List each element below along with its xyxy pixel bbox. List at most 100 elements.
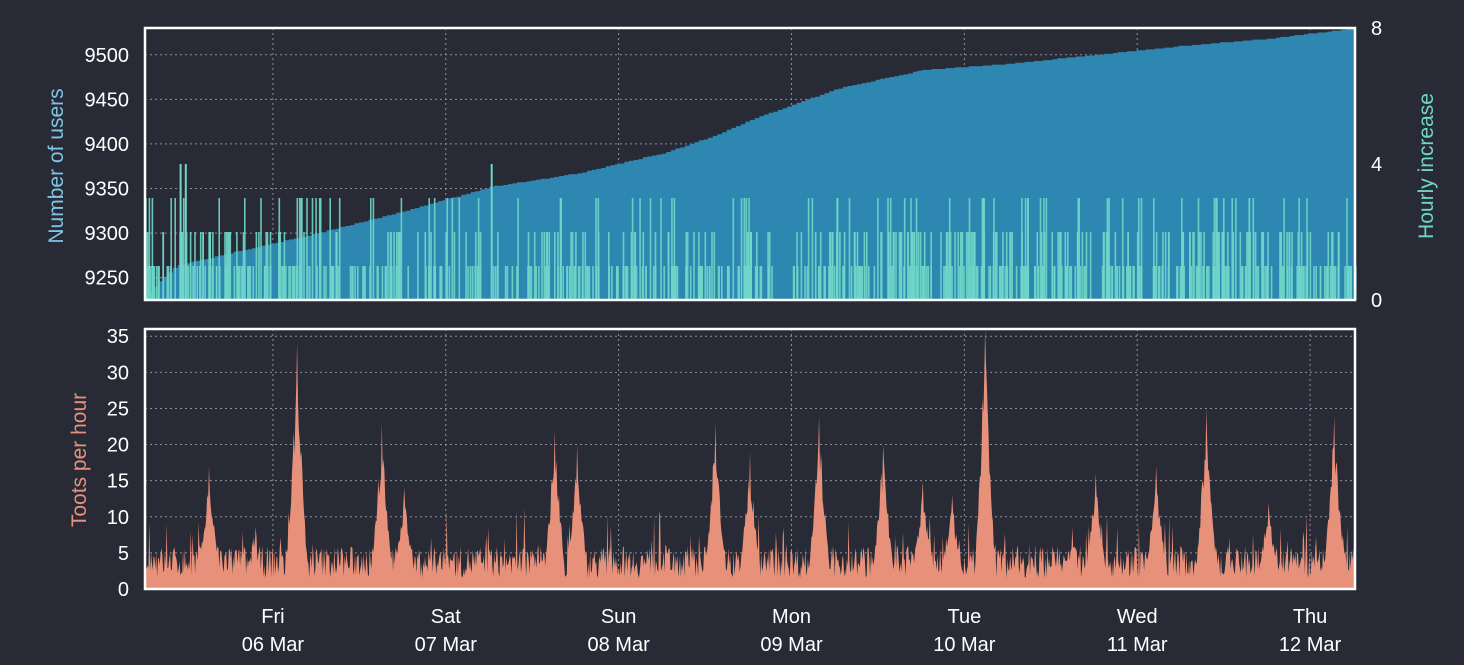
users-y-tick-label: 9350 bbox=[85, 179, 130, 201]
date-tick-date: 06 Mar bbox=[242, 634, 305, 656]
hourly-increase-bar bbox=[889, 198, 892, 300]
hourly-increase-bar bbox=[960, 232, 962, 300]
toots-y-tick-label: 15 bbox=[107, 471, 129, 493]
hourly-increase-bar bbox=[151, 198, 154, 300]
hourly-increase-bar bbox=[1138, 198, 1140, 300]
hourly-increase-bar bbox=[227, 232, 229, 300]
hourly-increase-bar bbox=[376, 266, 379, 300]
hourly-increase-bar bbox=[910, 198, 912, 300]
hourly-increase-bar bbox=[306, 266, 309, 300]
hourly-increase-bar bbox=[713, 232, 716, 300]
toots-y-tick-label: 10 bbox=[107, 507, 129, 529]
hourly-increase-bar bbox=[857, 266, 860, 300]
hourly-increase-bar bbox=[1217, 232, 1220, 300]
hourly-increase-bar bbox=[1193, 232, 1195, 300]
hourly-increase-bar bbox=[299, 266, 301, 300]
hourly-increase-bar bbox=[616, 266, 618, 300]
hourly-increase-bar bbox=[626, 266, 629, 300]
hourly-increase-bar bbox=[547, 266, 549, 300]
hourly-increase-peak bbox=[836, 198, 839, 300]
hourly-increase-bar bbox=[877, 198, 879, 300]
hourly-increase-bar bbox=[860, 266, 862, 300]
hourly-increase-bar bbox=[1262, 232, 1265, 300]
hourly-increase-bar bbox=[362, 266, 364, 300]
hourly-increase-bar bbox=[635, 266, 638, 300]
hourly-increase-bar bbox=[744, 266, 747, 300]
hourly-increase-bar bbox=[497, 232, 499, 300]
hourly-increase-bar bbox=[811, 198, 814, 300]
hourly-increase-bar bbox=[839, 232, 841, 300]
hourly-increase-bar bbox=[1070, 266, 1073, 300]
hourly-increase-bar bbox=[1288, 232, 1291, 300]
hourly-increase-bar bbox=[492, 266, 495, 300]
hourly-increase-bar bbox=[349, 266, 352, 300]
hourly-increase-bar bbox=[241, 266, 243, 300]
hourly-increase-bar bbox=[506, 266, 509, 300]
hourly-increase-bar bbox=[554, 232, 556, 300]
hourly-increase-bar bbox=[445, 232, 447, 300]
hourly-increase-bar bbox=[1257, 266, 1260, 300]
hourly-increase-peak bbox=[1182, 232, 1185, 300]
hourly-increase-bar bbox=[1325, 266, 1328, 300]
date-tick-day: Sun bbox=[601, 606, 637, 628]
hourly-increase-bar bbox=[292, 266, 295, 300]
hourly-increase-bar bbox=[212, 266, 214, 300]
hourly-increase-bar bbox=[316, 266, 318, 300]
hourly-increase-bar bbox=[728, 266, 730, 300]
hourly-increase-bar bbox=[247, 266, 249, 300]
hourly-increase-bar bbox=[676, 266, 679, 300]
toots-y-tick-label: 25 bbox=[107, 398, 129, 420]
hourly-increase-bar bbox=[1064, 232, 1067, 300]
hourly-increase-bar bbox=[167, 266, 170, 300]
date-tick-day: Wed bbox=[1117, 606, 1158, 628]
hourly-increase-bar bbox=[1212, 232, 1215, 300]
hourly-increase-bar bbox=[1261, 232, 1263, 300]
hourly-increase-bar bbox=[898, 232, 901, 300]
hourly-increase-peak bbox=[184, 164, 187, 300]
hourly-increase-bar bbox=[700, 266, 702, 300]
hourly-increase-bar bbox=[1331, 232, 1333, 300]
hourly-increase-bar bbox=[1213, 198, 1216, 300]
hourly-increase-bar bbox=[948, 232, 950, 300]
hourly-increase-bar bbox=[282, 266, 285, 300]
hourly-increase-bar bbox=[697, 266, 700, 300]
hourly-increase-bar bbox=[263, 266, 266, 300]
hourly-increase-bar bbox=[566, 266, 569, 300]
hourly-increase-bar bbox=[1076, 232, 1079, 300]
hourly-increase-bar bbox=[248, 266, 250, 300]
hourly-increase-bar bbox=[1216, 232, 1219, 300]
hourly-increase-bar bbox=[630, 266, 633, 300]
hourly-increase-bar bbox=[892, 232, 895, 300]
hourly-increase-bar bbox=[260, 198, 262, 300]
hourly-increase-bar bbox=[1155, 232, 1158, 300]
hourly-increase-bar bbox=[407, 266, 409, 300]
hourly-increase-bar bbox=[721, 266, 723, 300]
hourly-increase-bar bbox=[1319, 266, 1322, 300]
hourly-increase-bar bbox=[1346, 198, 1348, 300]
hourly-increase-bar bbox=[909, 266, 911, 300]
hourly-increase-bar bbox=[649, 198, 652, 300]
hourly-increase-bar bbox=[907, 232, 909, 300]
hourly-increase-bar bbox=[771, 266, 773, 300]
hourly-increase-bar bbox=[289, 266, 292, 300]
hourly-increase-bar bbox=[1206, 266, 1208, 300]
hourly-increase-bar bbox=[641, 266, 644, 300]
hourly-increase-bar bbox=[325, 266, 327, 300]
users-panel: 9250 9300 9350 9400 9450 9500 0 4 8 Number of u… bbox=[45, 18, 1438, 312]
hourly-increase-bar bbox=[954, 232, 956, 300]
hourly-increase-bar bbox=[1061, 266, 1063, 300]
users-y-tick-label: 9500 bbox=[85, 45, 130, 67]
hourly-increase-bar bbox=[973, 266, 975, 300]
hourly-increase-bar bbox=[236, 232, 238, 300]
hourly-increase-bar bbox=[369, 266, 371, 300]
hourly-increase-bar bbox=[1043, 232, 1046, 300]
hourly-increase-bar bbox=[323, 266, 325, 300]
hourly-increase-bar bbox=[433, 198, 436, 300]
toots-panel-frame bbox=[143, 327, 1357, 591]
hourly-increase-bar bbox=[1058, 232, 1061, 300]
hourly-increase-bar bbox=[372, 198, 375, 300]
hourly-increase-bar bbox=[1122, 266, 1125, 300]
hourly-increase-bar bbox=[543, 232, 546, 300]
hourly-increase-bar bbox=[1126, 266, 1128, 300]
